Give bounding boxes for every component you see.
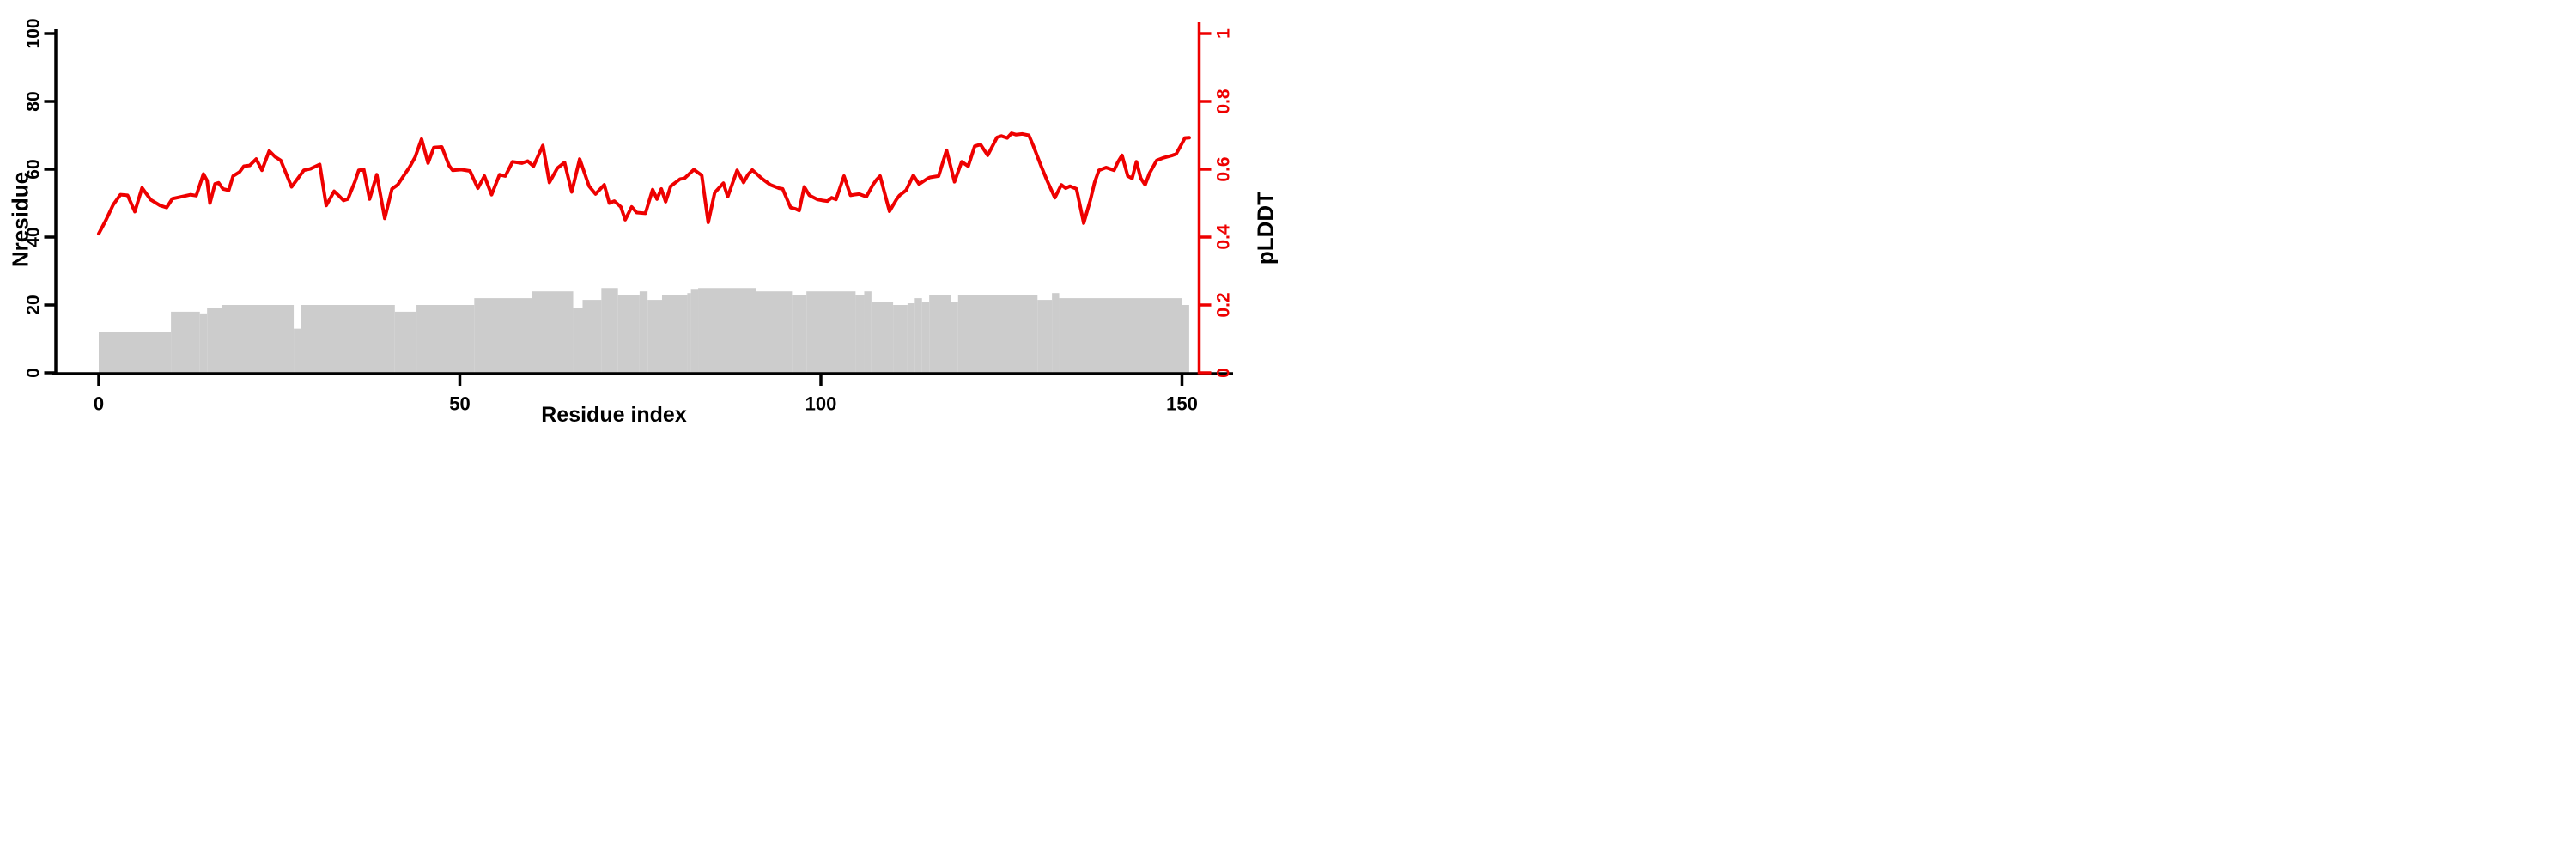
bar-segment bbox=[99, 332, 172, 373]
y-left-tick-label: 100 bbox=[24, 18, 44, 48]
y-right-tick-label: 1 bbox=[1214, 28, 1234, 39]
bar-segment bbox=[957, 295, 1038, 373]
bar-segment bbox=[792, 295, 807, 373]
y-right-axis-title: pLDDT bbox=[1252, 191, 1279, 265]
axes bbox=[52, 22, 1233, 375]
y-right-tick-label: 0.8 bbox=[1214, 88, 1234, 114]
plddt-chart-figure: 0 20 40 60 80 100 0 50 100 150 0 0.2 0.4 0.6 0.8 1 Nres… bbox=[0, 0, 1288, 430]
bar-segment bbox=[301, 305, 395, 373]
bar-segment bbox=[806, 291, 856, 373]
x-ticks: 0 50 100 150 bbox=[94, 374, 1198, 415]
bar-segment bbox=[1037, 300, 1053, 373]
y-right-tick-label: 0.4 bbox=[1214, 224, 1234, 250]
bar-segment bbox=[907, 303, 915, 373]
y-left-axis-title: Nresidue bbox=[7, 171, 33, 268]
bar-segment bbox=[855, 295, 865, 373]
y-left-tick-label: 0 bbox=[24, 368, 44, 378]
bar-segment bbox=[416, 305, 475, 373]
bar-segment bbox=[1059, 298, 1182, 373]
bar-segment bbox=[914, 298, 922, 373]
bar-segment bbox=[394, 311, 417, 373]
bar-segment bbox=[929, 295, 951, 373]
plddt-line-series bbox=[97, 131, 1191, 236]
bar-segment bbox=[582, 300, 602, 373]
x-tick-label: 150 bbox=[1166, 393, 1198, 415]
bar-segment bbox=[617, 295, 640, 373]
bar-segment bbox=[871, 302, 894, 373]
bar-segment bbox=[1182, 305, 1189, 373]
chart-canvas: 0 20 40 60 80 100 0 50 100 150 0 0.2 0.4 0.6 0.8 1 bbox=[24, 18, 1234, 415]
bar-segment bbox=[687, 293, 691, 373]
bar-segment bbox=[221, 305, 295, 373]
bar-segment bbox=[199, 313, 208, 373]
bar-segment bbox=[294, 328, 301, 373]
bar-segment bbox=[474, 298, 532, 373]
bar-segment bbox=[690, 289, 699, 373]
y-left-tick-label: 40 bbox=[24, 227, 44, 247]
bar-segment bbox=[207, 308, 222, 373]
y-left-ticks: 0 20 40 60 80 100 bbox=[24, 18, 56, 378]
bar-segment bbox=[171, 311, 200, 373]
y-right-ticks: 0 0.2 0.4 0.6 0.8 1 bbox=[1199, 28, 1234, 378]
bar-segment bbox=[639, 291, 648, 373]
y-left-tick-label: 60 bbox=[24, 159, 44, 179]
y-left-tick-label: 80 bbox=[24, 91, 44, 111]
bar-segment bbox=[573, 308, 583, 373]
y-right-tick-label: 0 bbox=[1214, 368, 1234, 378]
bar-segment bbox=[1052, 293, 1060, 373]
bars-series bbox=[99, 288, 1189, 373]
bar-segment bbox=[756, 291, 793, 373]
bar-segment bbox=[601, 288, 618, 373]
bar-segment bbox=[661, 295, 688, 373]
bar-segment bbox=[864, 291, 872, 373]
y-left-tick-label: 20 bbox=[24, 295, 44, 314]
bar-segment bbox=[532, 291, 574, 373]
y-right-tick-label: 0.2 bbox=[1214, 292, 1234, 317]
bar-segment bbox=[951, 302, 958, 373]
bar-segment bbox=[893, 305, 908, 373]
x-tick-label: 0 bbox=[94, 393, 104, 415]
bar-segment bbox=[647, 300, 662, 373]
plddt-line bbox=[97, 131, 1191, 236]
x-tick-label: 100 bbox=[805, 393, 837, 415]
bar-segment bbox=[698, 288, 756, 373]
y-right-tick-label: 0.6 bbox=[1214, 156, 1234, 181]
x-tick-label: 50 bbox=[449, 393, 470, 415]
x-axis-title: Residue index bbox=[541, 403, 687, 427]
bar-segment bbox=[921, 302, 930, 373]
